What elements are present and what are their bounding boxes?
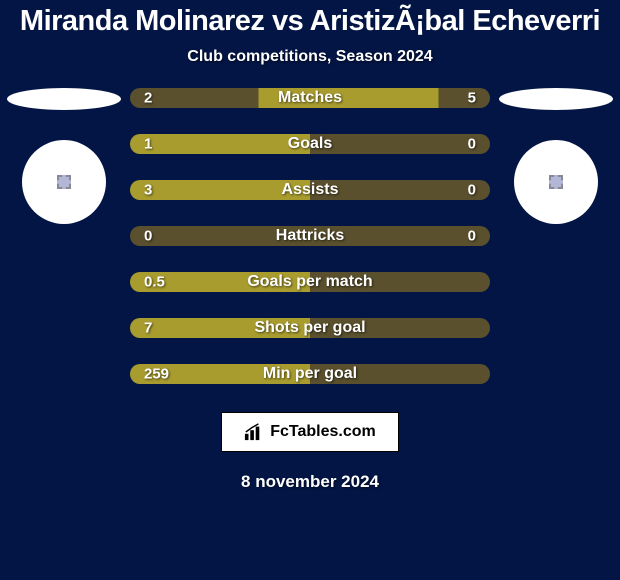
stat-value-left: 0.5 [144, 274, 165, 291]
stat-value-right: 0 [468, 136, 476, 153]
main-row: Matches25Goals10Assists30Hattricks00Goal… [0, 66, 620, 384]
stat-label: Goals per match [247, 273, 372, 291]
comparison-container: Miranda Molinarez vs AristizÃ¡bal Echeve… [0, 0, 620, 580]
image-placeholder-icon [57, 175, 71, 189]
stat-label: Goals [288, 135, 332, 153]
stat-bar-left [130, 134, 310, 154]
stat-label: Min per goal [263, 365, 357, 383]
stat-label: Hattricks [276, 227, 344, 245]
left-player-col [4, 88, 124, 224]
stat-row: Matches 2 5 [130, 88, 490, 108]
stat-row: Assists 3 0 [130, 180, 490, 200]
stat-bar-right [310, 134, 490, 154]
chart-icon [244, 423, 262, 441]
stat-value-left: 0 [144, 228, 152, 245]
stat-row: Hattricks 0 0 [130, 226, 490, 246]
page-title: Miranda Molinarez vs AristizÃ¡bal Echeve… [20, 5, 600, 38]
stat-row: Goals 1 0 [130, 134, 490, 154]
left-avatar [22, 140, 106, 224]
stat-row: Goals per match 0.5 [130, 272, 490, 292]
image-placeholder-icon [549, 175, 563, 189]
stat-value-left: 259 [144, 366, 169, 383]
date-label: 8 november 2024 [241, 472, 379, 492]
left-name-pill [7, 88, 121, 110]
right-avatar [514, 140, 598, 224]
stat-row: Min per goal 259 [130, 364, 490, 384]
stat-value-right: 0 [468, 182, 476, 199]
right-name-pill [499, 88, 613, 110]
page-subtitle: Club competitions, Season 2024 [187, 48, 432, 66]
stats-column: Matches25Goals10Assists30Hattricks00Goal… [124, 88, 496, 384]
stat-row: Shots per goal 7 [130, 318, 490, 338]
stat-label: Assists [282, 181, 339, 199]
source-badge[interactable]: FcTables.com [221, 412, 399, 452]
stat-value-left: 2 [144, 90, 152, 107]
stat-label: Matches [278, 89, 342, 107]
right-player-col [496, 88, 616, 224]
stat-label: Shots per goal [254, 319, 365, 337]
source-badge-text: FcTables.com [270, 423, 376, 441]
stat-value-left: 3 [144, 182, 152, 199]
stat-value-right: 5 [468, 90, 476, 107]
stat-value-left: 7 [144, 320, 152, 337]
stat-value-left: 1 [144, 136, 152, 153]
stat-value-right: 0 [468, 228, 476, 245]
